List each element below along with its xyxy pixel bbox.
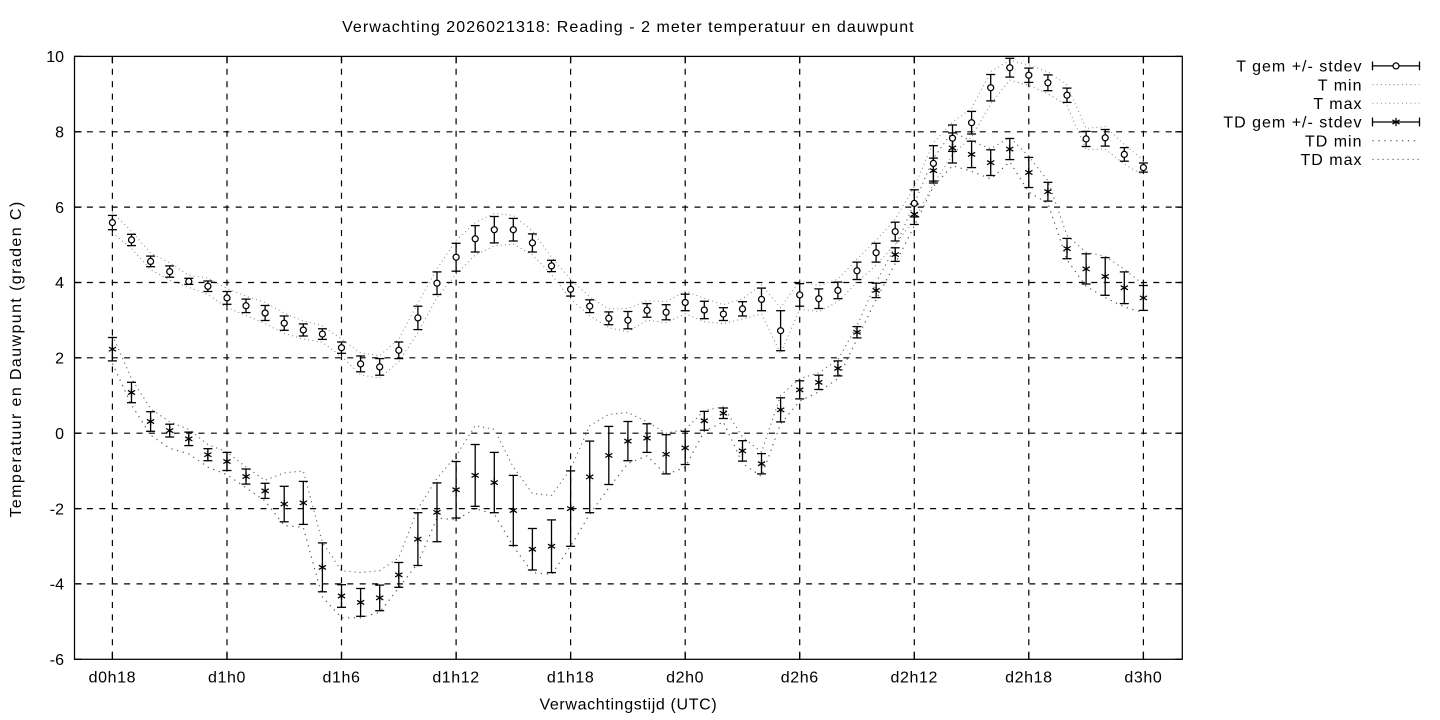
svg-text:TD gem +/- stdev: TD gem +/- stdev bbox=[1223, 115, 1362, 132]
svg-text:-6: -6 bbox=[50, 652, 64, 669]
svg-text:d2h12: d2h12 bbox=[891, 670, 939, 687]
svg-text:d2h6: d2h6 bbox=[781, 670, 819, 687]
svg-text:d1h12: d1h12 bbox=[432, 670, 480, 687]
svg-text:-4: -4 bbox=[50, 577, 64, 594]
svg-text:4: 4 bbox=[55, 275, 64, 292]
svg-text:d3h0: d3h0 bbox=[1124, 670, 1162, 687]
svg-text:d1h0: d1h0 bbox=[208, 670, 246, 687]
svg-text:d0h18: d0h18 bbox=[89, 670, 137, 687]
svg-text:-2: -2 bbox=[50, 501, 64, 518]
svg-text:TD max: TD max bbox=[1301, 152, 1363, 169]
svg-text:d1h6: d1h6 bbox=[323, 670, 361, 687]
svg-text:d1h18: d1h18 bbox=[547, 670, 595, 687]
svg-text:6: 6 bbox=[55, 200, 64, 217]
svg-text:d2h0: d2h0 bbox=[666, 670, 704, 687]
svg-text:TD min: TD min bbox=[1305, 133, 1363, 150]
svg-text:Temperatuur en Dauwpunt (grade: Temperatuur en Dauwpunt (graden C) bbox=[8, 200, 25, 517]
svg-text:0: 0 bbox=[55, 426, 64, 443]
svg-text:Verwachtingstijd (UTC): Verwachtingstijd (UTC) bbox=[539, 697, 717, 714]
svg-text:T gem +/- stdev: T gem +/- stdev bbox=[1236, 59, 1362, 76]
svg-text:Verwachting 2026021318: Readin: Verwachting 2026021318: Reading - 2 mete… bbox=[342, 19, 915, 36]
svg-text:d2h18: d2h18 bbox=[1005, 670, 1053, 687]
svg-text:10: 10 bbox=[46, 49, 64, 66]
svg-text:8: 8 bbox=[55, 124, 64, 141]
svg-text:2: 2 bbox=[55, 351, 64, 368]
svg-text:T max: T max bbox=[1313, 96, 1362, 113]
svg-text:T min: T min bbox=[1318, 77, 1363, 94]
